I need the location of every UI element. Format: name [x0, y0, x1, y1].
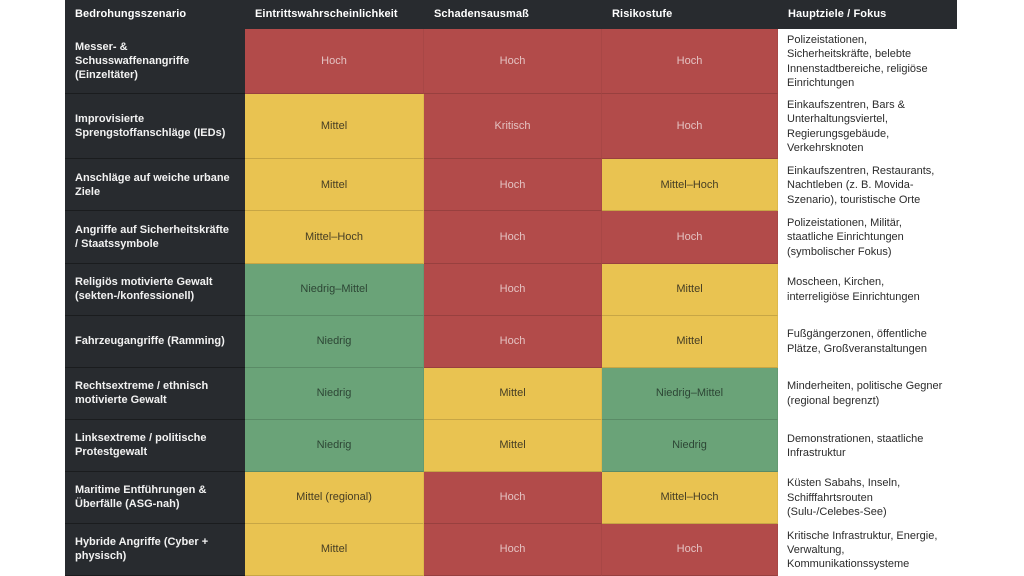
- column-header-eintritt: Eintrittswahrscheinlichkeit: [245, 0, 424, 29]
- cell-eintritt-level: Hoch: [245, 29, 424, 95]
- cell-eintritt-level: Mittel–Hoch: [245, 211, 424, 264]
- cell-eintritt-level: Mittel (regional): [245, 471, 424, 524]
- cell-eintritt-level: Mittel: [245, 523, 424, 576]
- cell-eintritt-level: Mittel: [245, 159, 424, 212]
- cell-hauptziele: Demonstrationen, staatliche Infrastruktu…: [778, 419, 957, 472]
- cell-risiko-level: Hoch: [602, 211, 778, 264]
- cell-schaden-level: Hoch: [424, 471, 602, 524]
- cell-hauptziele: Minderheiten, politische Gegner (regiona…: [778, 367, 957, 420]
- cell-schaden-level: Hoch: [424, 211, 602, 264]
- cell-schaden-level: Mittel: [424, 367, 602, 420]
- cell-schaden-level: Kritisch: [424, 94, 602, 160]
- cell-schaden-level: Hoch: [424, 315, 602, 368]
- cell-eintritt-level: Niedrig: [245, 367, 424, 420]
- cell-szenario: Maritime Entführungen & Überfälle (ASG-n…: [65, 471, 245, 524]
- cell-risiko-level: Hoch: [602, 29, 778, 95]
- column-header-ziele: Hauptziele / Fokus: [778, 0, 957, 29]
- cell-risiko-level: Mittel: [602, 263, 778, 316]
- cell-hauptziele: Polizeistationen, Sicherheitskräfte, bel…: [778, 29, 957, 95]
- cell-hauptziele: Polizeistationen, Militär, staatliche Ei…: [778, 211, 957, 264]
- cell-eintritt-level: Niedrig–Mittel: [245, 263, 424, 316]
- cell-schaden-level: Hoch: [424, 523, 602, 576]
- cell-hauptziele: Fußgängerzonen, öffentliche Plätze, Groß…: [778, 315, 957, 368]
- cell-schaden-level: Hoch: [424, 263, 602, 316]
- cell-eintritt-level: Niedrig: [245, 419, 424, 472]
- column-header-schaden: Schadensausmaß: [424, 0, 602, 29]
- cell-hauptziele: Moscheen, Kirchen, interreligiöse Einric…: [778, 263, 957, 316]
- cell-risiko-level: Niedrig: [602, 419, 778, 472]
- cell-hauptziele: Kritische Infrastruktur, Energie, Verwal…: [778, 523, 957, 576]
- cell-szenario: Anschläge auf weiche urbane Ziele: [65, 159, 245, 212]
- cell-szenario: Rechtsextreme / ethnisch motivierte Gewa…: [65, 367, 245, 420]
- cell-risiko-level: Niedrig–Mittel: [602, 367, 778, 420]
- column-header-risiko: Risikostufe: [602, 0, 778, 29]
- cell-szenario: Linksextreme / politische Protestgewalt: [65, 419, 245, 472]
- cell-szenario: Hybride Angriffe (Cyber + physisch): [65, 523, 245, 576]
- cell-schaden-level: Hoch: [424, 29, 602, 95]
- cell-hauptziele: Einkaufszentren, Bars & Unterhaltungsvie…: [778, 94, 957, 160]
- cell-szenario: Fahrzeugangriffe (Ramming): [65, 315, 245, 368]
- cell-risiko-level: Mittel–Hoch: [602, 471, 778, 524]
- cell-risiko-level: Hoch: [602, 94, 778, 160]
- risk-matrix-table: Bedrohungsszenario Eintrittswahrscheinlic…: [65, 0, 957, 576]
- cell-risiko-level: Mittel: [602, 315, 778, 368]
- cell-szenario: Messer- & Schusswaffenangriffe (Einzeltä…: [65, 29, 245, 95]
- cell-risiko-level: Hoch: [602, 523, 778, 576]
- cell-szenario: Angriffe auf Sicherheitskräfte / Staatss…: [65, 211, 245, 264]
- cell-risiko-level: Mittel–Hoch: [602, 159, 778, 212]
- cell-hauptziele: Einkaufszentren, Restaurants, Nachtleben…: [778, 159, 957, 212]
- cell-schaden-level: Hoch: [424, 159, 602, 212]
- cell-szenario: Religiös motivierte Gewalt (sekten-/konf…: [65, 263, 245, 316]
- cell-hauptziele: Küsten Sabahs, Inseln, Schifffahrtsroute…: [778, 471, 957, 524]
- column-header-szenario: Bedrohungsszenario: [65, 0, 245, 29]
- cell-schaden-level: Mittel: [424, 419, 602, 472]
- cell-eintritt-level: Mittel: [245, 94, 424, 160]
- cell-eintritt-level: Niedrig: [245, 315, 424, 368]
- cell-szenario: Improvisierte Sprengstoffanschläge (IEDs…: [65, 94, 245, 160]
